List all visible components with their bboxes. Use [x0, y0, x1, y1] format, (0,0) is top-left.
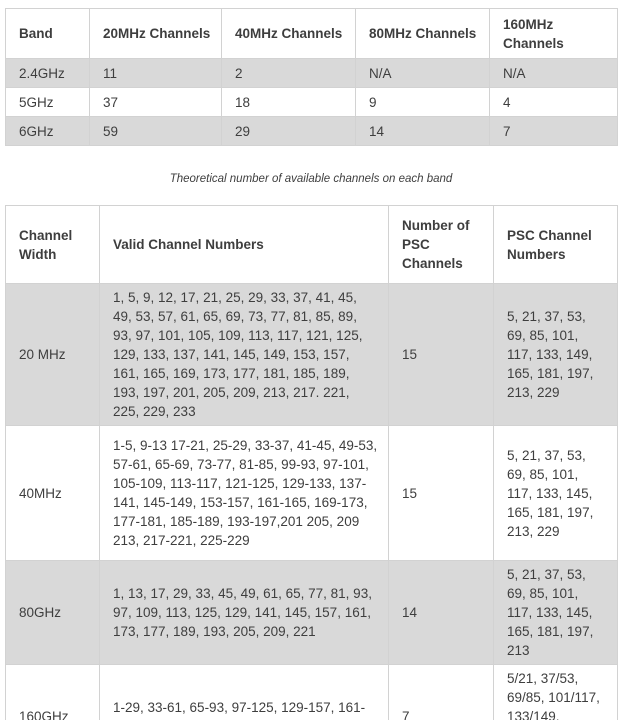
psc-count-cell: 7	[388, 664, 494, 720]
psc-table-header-psc-count: Number of PSC Channels	[388, 205, 494, 284]
channel-width-cell: 160GHz	[5, 664, 100, 720]
channels-160mhz-cell: 7	[489, 116, 618, 146]
channels-80mhz-cell: 9	[355, 87, 490, 117]
psc-table-header-valid-channels: Valid Channel Numbers	[99, 205, 389, 284]
channels-160mhz-cell: N/A	[489, 58, 618, 88]
psc-table-header-psc-numbers: PSC Channel Numbers	[493, 205, 618, 284]
band-cell: 5GHz	[5, 87, 90, 117]
band-row-6ghz: 6GHz 59 29 14 7	[5, 116, 618, 146]
channels-20mhz-cell: 59	[89, 116, 222, 146]
channel-width-cell: 20 MHz	[5, 283, 100, 426]
band-cell: 2.4GHz	[5, 58, 90, 88]
channel-width-cell: 80GHz	[5, 560, 100, 665]
psc-row-20mhz: 20 MHz 1, 5, 9, 12, 17, 21, 25, 29, 33, …	[5, 283, 618, 426]
band-row-5ghz: 5GHz 37 18 9 4	[5, 87, 618, 117]
channels-160mhz-cell: 4	[489, 87, 618, 117]
psc-row-40mhz: 40MHz 1-5, 9-13 17-21, 25-29, 33-37, 41-…	[5, 425, 618, 561]
valid-channels-cell: 1, 5, 9, 12, 17, 21, 25, 29, 33, 37, 41,…	[99, 283, 389, 426]
channels-20mhz-cell: 11	[89, 58, 222, 88]
psc-count-cell: 15	[388, 283, 494, 426]
band-cell: 6GHz	[5, 116, 90, 146]
channels-40mhz-cell: 2	[221, 58, 356, 88]
psc-count-cell: 14	[388, 560, 494, 665]
channels-80mhz-cell: N/A	[355, 58, 490, 88]
psc-row-80ghz: 80GHz 1, 13, 17, 29, 33, 45, 49, 61, 65,…	[5, 560, 618, 665]
psc-channels-table: Channel Width Valid Channel Numbers Numb…	[5, 205, 618, 720]
psc-table-header-channel-width: Channel Width	[5, 205, 100, 284]
band-table-header-band: Band	[5, 8, 90, 59]
psc-count-cell: 15	[388, 425, 494, 561]
band-table-header-row: Band 20MHz Channels 40MHz Channels 80MHz…	[5, 8, 618, 59]
channels-80mhz-cell: 14	[355, 116, 490, 146]
psc-numbers-cell: 5, 21, 37, 53, 69, 85, 101, 117, 133, 14…	[493, 425, 618, 561]
band-table-header-20mhz: 20MHz Channels	[89, 8, 222, 59]
band-channel-count-table: Band 20MHz Channels 40MHz Channels 80MHz…	[5, 8, 618, 146]
channels-20mhz-cell: 37	[89, 87, 222, 117]
valid-channels-cell: 1-29, 33-61, 65-93, 97-125, 129-157, 161…	[99, 664, 389, 720]
psc-table-header-row: Channel Width Valid Channel Numbers Numb…	[5, 205, 618, 284]
psc-numbers-cell: 5, 21, 37, 53, 69, 85, 101, 117, 133, 14…	[493, 283, 618, 426]
valid-channels-cell: 1-5, 9-13 17-21, 25-29, 33-37, 41-45, 49…	[99, 425, 389, 561]
psc-row-160ghz: 160GHz 1-29, 33-61, 65-93, 97-125, 129-1…	[5, 664, 618, 720]
band-table-header-40mhz: 40MHz Channels	[221, 8, 356, 59]
psc-numbers-cell: 5/21, 37/53, 69/85, 101/117, 133/149, 16…	[493, 664, 618, 720]
channels-40mhz-cell: 29	[221, 116, 356, 146]
psc-numbers-cell: 5, 21, 37, 53, 69, 85, 101, 117, 133, 14…	[493, 560, 618, 665]
channel-width-cell: 40MHz	[5, 425, 100, 561]
band-table-header-80mhz: 80MHz Channels	[355, 8, 490, 59]
channels-40mhz-cell: 18	[221, 87, 356, 117]
valid-channels-cell: 1, 13, 17, 29, 33, 45, 49, 61, 65, 77, 8…	[99, 560, 389, 665]
band-row-2-4ghz: 2.4GHz 11 2 N/A N/A	[5, 58, 618, 88]
band-table-header-160mhz: 160MHz Channels	[489, 8, 618, 59]
table-caption: Theoretical number of available channels…	[169, 173, 453, 185]
